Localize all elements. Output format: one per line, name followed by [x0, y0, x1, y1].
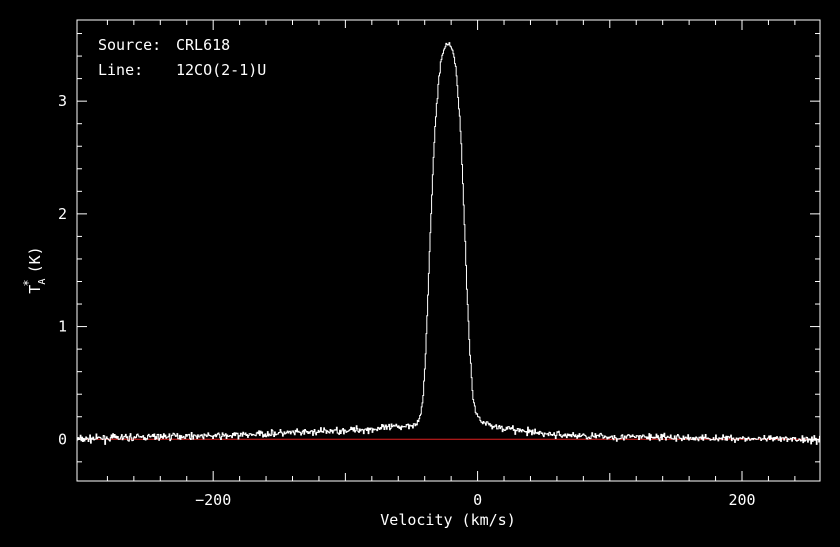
axes-layer: −200 0 200 0 1 2 3 — [58, 19, 821, 509]
x-tick-label: 0 — [473, 491, 482, 509]
line-label: Line: — [98, 61, 144, 79]
y-axis-label: TA* (K) — [21, 246, 48, 293]
y-tick-label: 3 — [58, 92, 67, 110]
y-axis-label-symbol: T — [26, 285, 44, 294]
series-layer — [77, 42, 820, 445]
x-axis-label: Velocity (km/s) — [380, 511, 515, 529]
svg-text:TA*(K): TA* (K) — [21, 246, 48, 293]
y-tick-label: 2 — [58, 205, 67, 223]
spectrum-line — [77, 42, 820, 445]
x-tick-label: 200 — [728, 491, 755, 509]
y-tick-label: 0 — [58, 430, 67, 448]
x-tick-label: −200 — [195, 491, 231, 509]
y-tick-label: 1 — [58, 318, 67, 336]
y-axis-label-unit: (K) — [26, 246, 44, 273]
plot-frame — [76, 19, 821, 482]
source-label: Source: — [98, 36, 162, 54]
y-axis-label-superscript: * — [21, 279, 35, 286]
line-value: 12CO(2-1)U — [176, 61, 267, 79]
y-axis-label-subscript: A — [37, 279, 48, 285]
source-value: CRL618 — [176, 36, 231, 54]
